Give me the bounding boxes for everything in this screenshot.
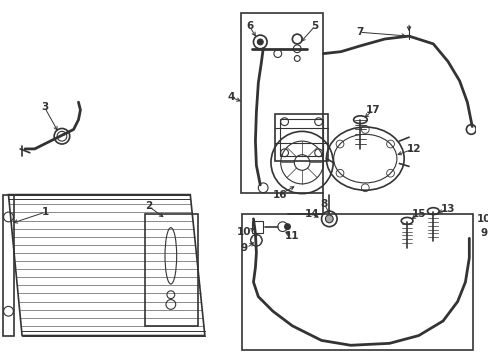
Bar — [241, 13, 323, 193]
Bar — [144, 214, 198, 326]
Text: 5: 5 — [310, 21, 318, 31]
Text: 3: 3 — [41, 102, 48, 112]
Text: 17: 17 — [365, 105, 380, 115]
Text: 10: 10 — [476, 214, 488, 224]
Text: 13: 13 — [440, 204, 454, 214]
Circle shape — [257, 39, 263, 45]
Text: 2: 2 — [144, 201, 152, 211]
Bar — [279, 119, 323, 156]
Text: 7: 7 — [355, 27, 363, 37]
Text: 9: 9 — [240, 243, 247, 253]
Bar — [2, 195, 14, 336]
Bar — [241, 214, 472, 350]
Text: 4: 4 — [227, 93, 234, 102]
Text: 16: 16 — [272, 190, 286, 199]
Circle shape — [325, 215, 332, 223]
Text: 12: 12 — [406, 144, 420, 154]
Bar — [251, 221, 263, 233]
Text: 10: 10 — [236, 226, 250, 237]
Text: 14: 14 — [304, 209, 319, 219]
Text: 1: 1 — [41, 207, 49, 217]
Text: 11: 11 — [285, 231, 299, 242]
Text: 9: 9 — [479, 229, 487, 238]
Text: 15: 15 — [411, 209, 425, 219]
Circle shape — [284, 224, 290, 230]
Bar — [274, 114, 327, 161]
Text: 6: 6 — [245, 21, 253, 31]
Text: 8: 8 — [320, 199, 327, 209]
